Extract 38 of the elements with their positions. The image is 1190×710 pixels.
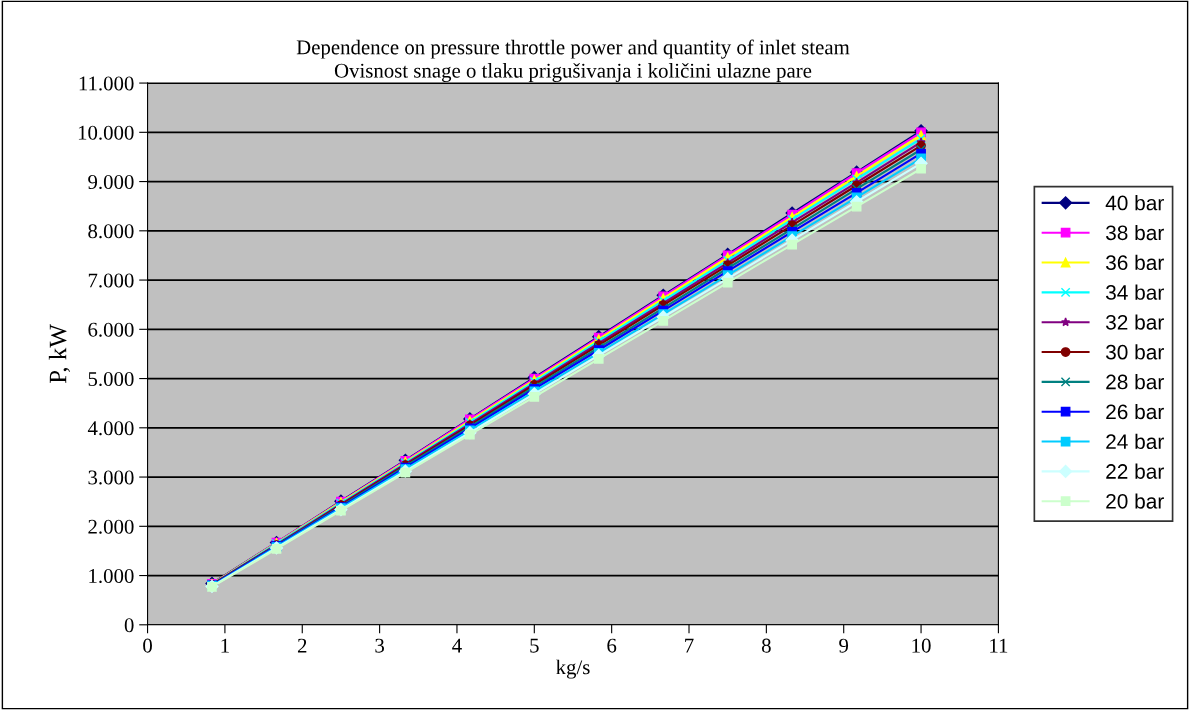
legend-label: 30 bar: [1105, 344, 1164, 360]
x-tick-label: 6: [607, 638, 617, 653]
chart-title: Dependence on pressure throttle power and quantity of inlet steam Ovisnost snage o tlaku prigušivanja i količini ulazne pare: [296, 39, 850, 83]
x-tick-label: 2: [297, 638, 307, 653]
legend-label: 38 bar: [1105, 224, 1164, 241]
x-tick-label: 7: [685, 638, 694, 653]
legend-label: 26 bar: [1106, 403, 1164, 420]
legend-label: 36 bar: [1105, 254, 1164, 271]
y-tick-label: 8.000: [88, 224, 134, 239]
x-tick-label: 1: [221, 638, 229, 653]
x-tick-label: 9: [839, 638, 849, 653]
y-tick-label: 0: [124, 618, 134, 633]
y-tick-label: 5.000: [88, 371, 134, 387]
y-axis-title: P, kW: [48, 324, 71, 384]
x-tick-label: 10: [912, 638, 931, 653]
legend-label: 22 bar: [1106, 463, 1164, 479]
y-tick-label: 4.000: [87, 421, 134, 436]
x-axis-title: kg/s: [556, 659, 590, 679]
y-tick-label: 6.000: [88, 322, 134, 337]
x-tick-label: 5: [530, 638, 539, 653]
y-tick-label: 7.000: [88, 273, 134, 288]
x-tick-label: 3: [375, 638, 384, 653]
legend-label: 28 bar: [1106, 374, 1164, 390]
legend-label: 24 bar: [1106, 433, 1164, 450]
x-tick-label: 8: [761, 638, 771, 653]
y-tick-label: 10.000: [78, 125, 134, 140]
y-tick-label: 9.000: [88, 174, 134, 190]
y-tick-label: 11.000: [79, 76, 134, 91]
legend-label: 34 bar: [1105, 284, 1164, 300]
legend-label: 40 bar: [1105, 195, 1164, 211]
x-tick-label: 11: [990, 638, 1008, 653]
y-tick-label: 1.000: [89, 568, 134, 584]
y-tick-label: 3.000: [88, 470, 134, 485]
legend-label: 20 bar: [1106, 493, 1164, 509]
x-tick-label: 0: [143, 638, 152, 653]
y-tick-label: 2.000: [88, 519, 134, 534]
x-tick-label: 4: [452, 638, 462, 653]
legend-label: 32 bar: [1105, 314, 1164, 330]
